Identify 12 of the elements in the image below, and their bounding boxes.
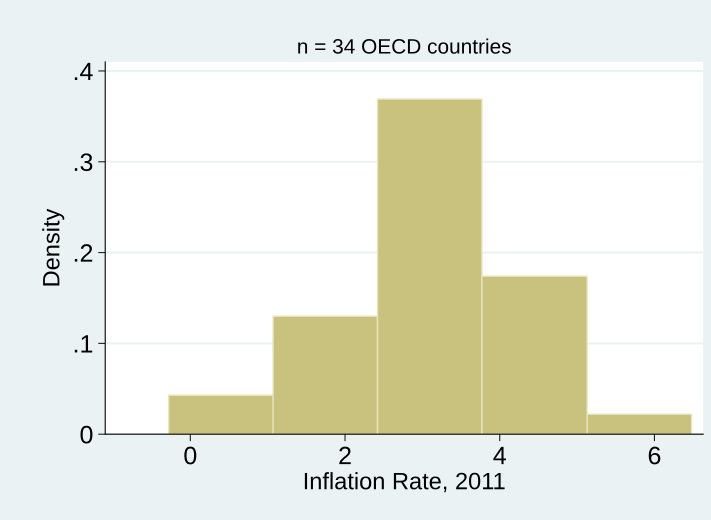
x-tick-label: 0 [184, 446, 196, 464]
y-tick-label: .4 [74, 62, 93, 80]
y-tick-label: .1 [74, 335, 92, 352]
y-axis-title: Density [42, 208, 64, 286]
x-tick-label: 4 [493, 446, 506, 464]
y-tick-label: .2 [74, 244, 92, 262]
y-tick-label: 0 [80, 426, 92, 444]
chart-title: n = 34 OECD countries [298, 38, 511, 54]
x-tick-label: 2 [339, 446, 351, 464]
x-axis-title: Inflation Rate, 2011 [304, 472, 505, 492]
x-tick-label: 6 [648, 446, 660, 464]
y-tick-label: .3 [74, 153, 92, 172]
